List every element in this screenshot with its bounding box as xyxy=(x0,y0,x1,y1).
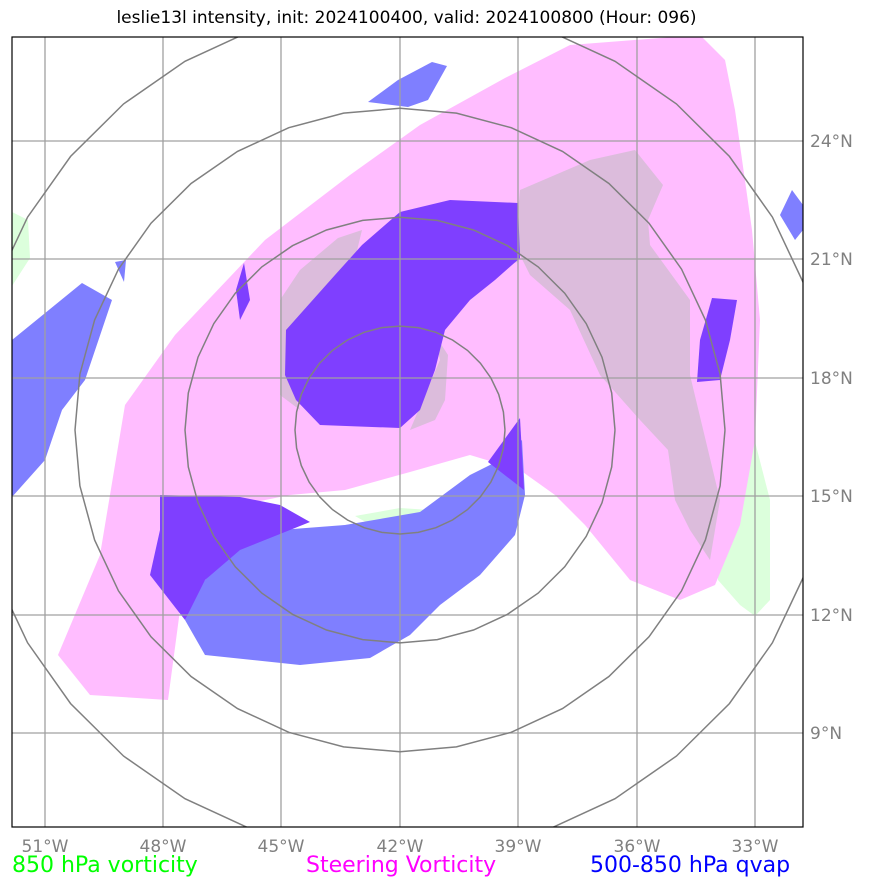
range-ring xyxy=(184,216,616,644)
range-ring xyxy=(12,37,803,827)
lat-tick-label: 12°N xyxy=(810,606,853,626)
lat-tick-label: 15°N xyxy=(810,487,853,507)
lon-tick-label: 51°W xyxy=(22,837,69,857)
range-ring xyxy=(74,107,726,753)
legend-steering-vorticity: Steering Vorticity xyxy=(306,853,497,878)
qvap-steering-overlap-fill xyxy=(150,200,737,620)
lat-tick-label: 21°N xyxy=(810,250,853,270)
range-ring xyxy=(294,325,506,535)
lat-tick-labels: 24°N 21°N 18°N 15°N 12°N 9°N xyxy=(810,132,853,744)
lon-tick-label: 42°W xyxy=(377,837,424,857)
lon-tick-label: 33°W xyxy=(732,837,779,857)
lon-tick-label: 45°W xyxy=(258,837,305,857)
range-rings xyxy=(12,37,803,827)
lon-tick-labels: 51°W 48°W 45°W 42°W 39°W 36°W 33°W xyxy=(22,837,779,857)
graticule xyxy=(12,37,803,827)
map-title: leslie13l intensity, init: 2024100400, v… xyxy=(116,8,697,28)
legend-qvap: 500-850 hPa qvap xyxy=(590,853,791,878)
lon-tick-label: 39°W xyxy=(495,837,542,857)
lon-tick-label: 36°W xyxy=(614,837,661,857)
map-frame xyxy=(11,36,804,828)
legend-850-vorticity: 850 hPa vorticity xyxy=(12,853,198,878)
lat-tick-label: 18°N xyxy=(810,369,853,389)
lat-tick-label: 24°N xyxy=(810,132,853,152)
qvap-fill xyxy=(12,62,803,665)
lon-tick-label: 48°W xyxy=(140,837,187,857)
lat-tick-label: 9°N xyxy=(810,724,842,744)
